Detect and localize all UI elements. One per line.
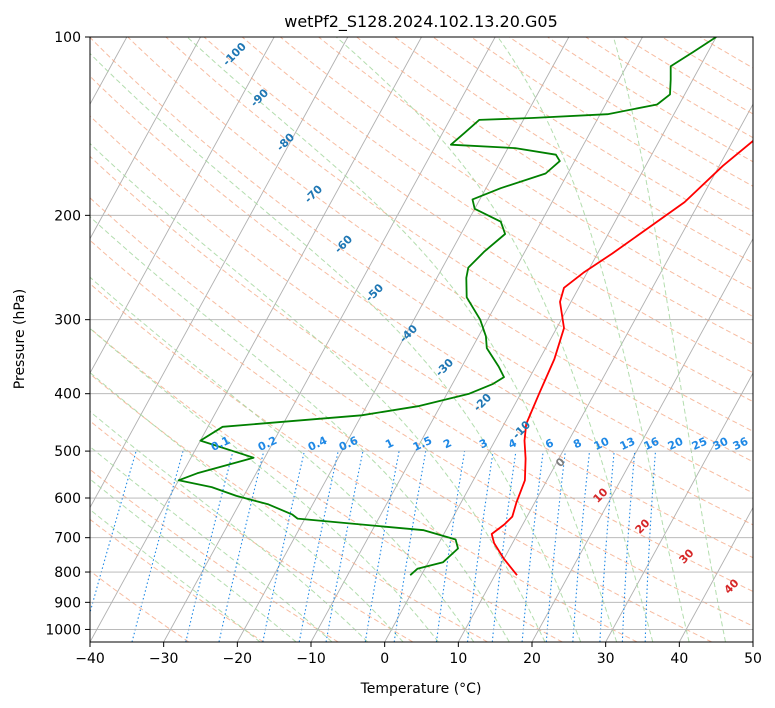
x-axis: −40 −30 −20 −10 0 10 20 30 40 50 [75,642,762,667]
moist-adiabat-line [90,478,297,642]
dry-adiabat-line [90,518,264,642]
y-tick-label: 900 [54,595,81,611]
y-axis-label: Pressure (hPa) [12,289,28,389]
y-tick-label: 500 [54,444,81,460]
dry-adiabat-line [90,197,753,627]
isotherm-line [457,103,753,642]
y-tick-label: 400 [54,387,81,403]
isotherm-line [90,37,349,509]
mixing-ratio-line [435,451,466,642]
moist-adiabat-line [186,37,618,642]
moist-adiabat-line [90,52,582,642]
dry-adiabat-line [127,37,753,463]
mixing-ratio-label: 20 [666,435,686,453]
isotherm-line [90,37,422,642]
x-tick-label: −10 [296,651,326,667]
dry-adiabat-line [509,37,753,187]
dry-adiabat-line [432,37,753,238]
isotherm-line [678,506,753,642]
chart-title: wetPf2_S128.2024.102.13.20.G05 [284,12,558,32]
moist-adiabat-line [497,37,690,642]
x-tick-label: 20 [523,651,541,667]
dry-adiabat-line [165,37,753,432]
moist-adiabat-line [90,215,510,642]
dry-adiabat-line [394,37,753,264]
mixing-ratio-label: 16 [642,435,662,453]
pressure-grid [90,37,753,630]
dry-adiabat-line [90,115,753,559]
profiles [177,37,753,576]
dry-adiabat-line [90,283,638,642]
isotherm-line [531,237,753,642]
mixing-ratio-line [521,451,544,642]
y-tick-label: 100 [54,30,81,46]
mixing-ratio-label: 30 [711,435,731,453]
moist-adiabat-line [90,509,261,642]
mixing-ratio-line [298,450,339,642]
dry-adiabat-line [90,327,563,642]
dry-adiabat-line [90,75,753,526]
y-tick-label: 700 [54,531,81,547]
isotherm-line [236,37,570,642]
dewpoint-profile [177,37,717,576]
mixing-ratio-line [491,451,517,642]
isotherm-line [605,372,753,642]
mixing-ratio-label: 13 [618,435,637,453]
x-tick-label: 10 [449,651,467,667]
dry-adiabat-line [280,37,753,345]
mixing-ratio-line [466,451,494,642]
isotherm-line [384,37,717,642]
isotherm-line [90,37,275,375]
y-axis: 100 200 300 400 500 600 700 800 900 1000 [45,30,90,638]
y-tick-label: 600 [54,491,81,507]
mixing-ratio-line [393,451,427,642]
dry-adiabat-line [318,37,753,318]
y-tick-label: 1000 [45,622,81,638]
y-tick-label: 800 [54,565,81,581]
y-tick-label: 200 [54,208,81,224]
mixing-ratio-line [325,450,364,642]
mixing-ratio-line [185,450,234,642]
mixing-ratio-line [218,450,265,642]
thermodynamic-lines [90,37,753,642]
mixing-ratio-line [364,450,400,642]
x-tick-label: −20 [223,651,253,667]
dry-adiabat-line [203,37,753,403]
x-tick-label: 0 [380,651,389,667]
mixing-ratio-line [262,450,305,642]
x-axis-label: Temperature (°C) [360,681,482,697]
mixing-ratio-label: 10 [592,435,612,453]
mixing-ratio-line [131,450,184,642]
moist-adiabat-line [613,37,726,642]
dry-adiabat-line [547,37,753,163]
x-tick-label: 40 [670,651,688,667]
dry-adiabat-line [241,37,753,374]
isotherm-line [90,37,201,240]
x-tick-label: 30 [597,651,615,667]
mixing-ratio-label: 25 [690,435,709,453]
y-tick-label: 300 [54,313,81,329]
mixing-ratio-label: 36 [731,435,751,453]
dry-adiabat-line [90,239,712,642]
temperature-profile [490,139,753,576]
dry-adiabat-line [90,37,753,494]
moist-adiabat-line [90,276,475,642]
mixing-ratio-line [90,450,137,615]
x-tick-label: 50 [744,651,762,667]
x-tick-label: −30 [149,651,179,667]
x-tick-label: −40 [75,651,105,667]
moist-adiabat-line [335,37,654,642]
dry-adiabat-line [90,373,488,642]
plot-frame [89,36,754,643]
